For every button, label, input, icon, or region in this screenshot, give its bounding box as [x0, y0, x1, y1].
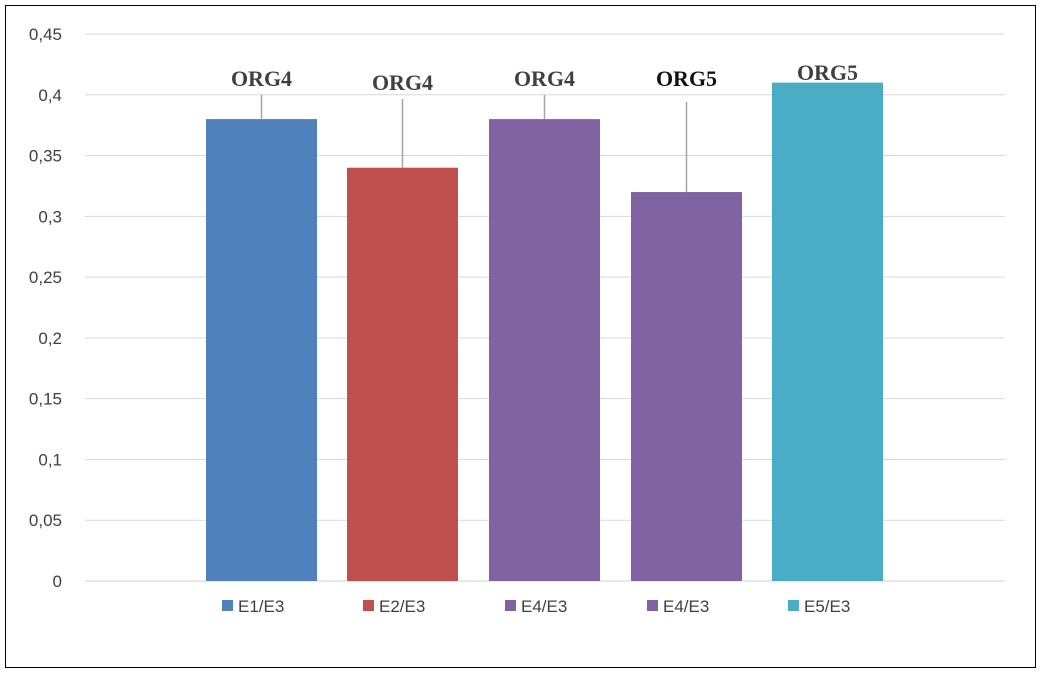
legend-label: E2/E3: [379, 597, 425, 616]
data-label: ORG4: [372, 70, 433, 95]
legend-label: E1/E3: [238, 597, 284, 616]
bar: [772, 82, 883, 581]
bar: [631, 192, 742, 581]
y-tick-label: 0,2: [38, 329, 62, 348]
y-tick-label: 0,35: [29, 147, 62, 166]
legend-label: E5/E3: [804, 597, 850, 616]
legend-swatch: [363, 600, 374, 611]
y-tick-label: 0,25: [29, 268, 62, 287]
legend-swatch: [505, 600, 516, 611]
legend-swatch: [222, 600, 233, 611]
y-tick-label: 0: [53, 572, 62, 591]
y-tick-label: 0,3: [38, 207, 62, 226]
bar: [347, 167, 458, 581]
data-label: ORG4: [514, 66, 575, 91]
legend-swatch: [788, 600, 799, 611]
y-tick-label: 0,15: [29, 390, 62, 409]
data-label: ORG4: [231, 66, 292, 91]
y-tick-label: 0,4: [38, 86, 62, 105]
bar: [489, 119, 600, 581]
data-label: ORG5: [797, 60, 858, 85]
y-tick-label: 0,05: [29, 511, 62, 530]
y-tick-label: 0,1: [38, 450, 62, 469]
legend-label: E4/E3: [521, 597, 567, 616]
data-label: ORG5: [656, 66, 717, 91]
y-tick-label: 0,45: [29, 25, 62, 44]
bar: [206, 119, 317, 581]
legend-swatch: [647, 600, 658, 611]
legend-label: E4/E3: [663, 597, 709, 616]
